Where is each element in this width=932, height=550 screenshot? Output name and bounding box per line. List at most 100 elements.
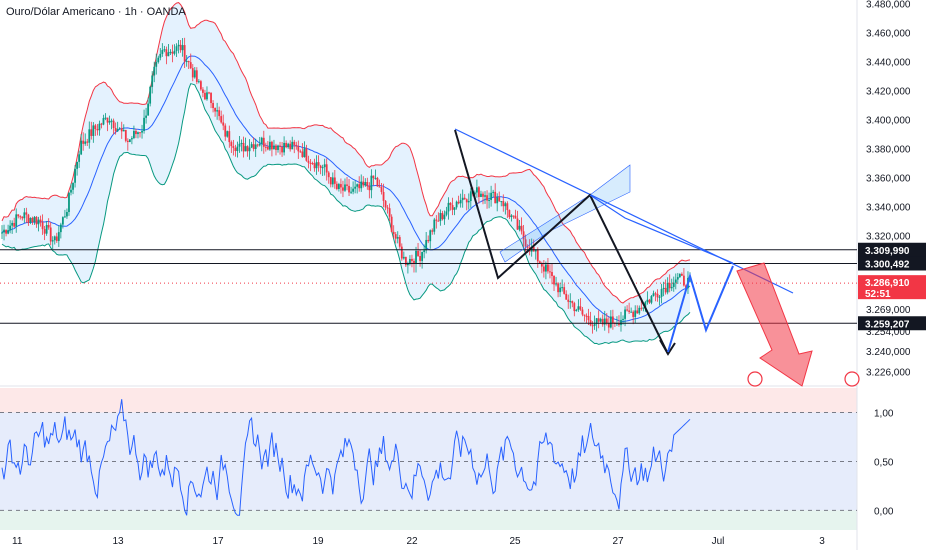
candle-body (171, 51, 174, 54)
candle-body (25, 212, 28, 215)
candle-body (402, 256, 405, 259)
candle-body (43, 229, 46, 234)
candle-body (327, 172, 330, 178)
candle-body (325, 164, 328, 173)
candle-body (429, 230, 432, 242)
candle-body (70, 189, 72, 193)
candle-body (165, 49, 168, 57)
candle-body (595, 318, 598, 325)
candle-body (636, 310, 639, 314)
candle-body (340, 184, 342, 188)
axes: 3.480,000 3.460,000 3.440,000 3.420,000 3.40… (12, 0, 911, 547)
price-tick-label: 3.440,000 (866, 58, 911, 69)
candle-body (352, 188, 355, 192)
candle-body (463, 197, 466, 200)
candle-body (392, 231, 395, 235)
candle-body (13, 222, 16, 227)
candle-body (303, 148, 306, 158)
candle-body (449, 202, 452, 206)
candle-body (469, 191, 472, 202)
candle-body (569, 301, 572, 303)
candle-body (130, 138, 133, 140)
candle-body (563, 287, 566, 294)
candle-body (122, 129, 125, 132)
candle-body (555, 283, 557, 285)
candle-body (473, 192, 476, 195)
candle-body (618, 323, 620, 326)
candle-body (591, 325, 594, 327)
candle-body (120, 128, 123, 132)
candle-body (202, 89, 204, 93)
candle-body (620, 319, 622, 326)
candle-body (100, 123, 103, 125)
candle-body (179, 44, 182, 51)
candle-body (646, 299, 649, 303)
candle-body (455, 201, 458, 208)
candle-body (260, 137, 263, 144)
candle-body (317, 162, 320, 166)
candle-body (175, 46, 178, 51)
candle-body (459, 200, 462, 204)
candle-body (557, 283, 559, 293)
candle-body (500, 201, 503, 203)
candle-body (143, 117, 145, 131)
candle-body (350, 191, 352, 193)
candle-body (411, 258, 413, 261)
candle-body (80, 140, 83, 155)
candle-body (486, 195, 488, 201)
candle-body (374, 177, 377, 179)
candle-body (15, 214, 18, 227)
candle-body (453, 207, 456, 210)
candle-body (204, 92, 206, 100)
candle-body (321, 167, 324, 169)
candle-body (658, 296, 661, 298)
current-price-tag (858, 275, 926, 300)
candle-body (508, 210, 511, 218)
candle-body (530, 246, 533, 252)
candle-body (7, 230, 9, 234)
candle-body (287, 143, 290, 148)
candle-body (224, 125, 227, 137)
candle-body (33, 216, 36, 222)
candle-body (611, 316, 614, 323)
candle-body (273, 145, 275, 150)
band-basis (1, 55, 691, 323)
candle-body (64, 216, 66, 218)
candle-body (3, 229, 5, 233)
candle-body (356, 184, 359, 187)
candle-body (664, 287, 667, 293)
candle-body (283, 142, 286, 153)
candle-body (516, 218, 519, 230)
candle-body (74, 168, 76, 183)
candle-body (31, 217, 34, 222)
candle-body (431, 230, 434, 232)
oscillator-tick-label: 1,00 (874, 408, 894, 419)
candle-body (128, 139, 131, 142)
candle-body (567, 299, 570, 302)
oversold-zone (0, 510, 857, 530)
candle-body (187, 61, 190, 63)
candle-body (88, 129, 91, 143)
candle-body (256, 144, 259, 146)
candle-body (398, 237, 401, 247)
candle-body (335, 183, 338, 189)
candle-body (443, 214, 446, 220)
candle-body (366, 182, 369, 187)
level-label: 3.300,492 (865, 259, 910, 270)
candle-body (240, 142, 243, 144)
price-tick-label: 3.400,000 (866, 115, 911, 126)
candle-body (218, 110, 221, 117)
candle-body (206, 92, 208, 100)
candle-body (78, 154, 81, 162)
candle-body (163, 49, 166, 51)
candle-body (242, 142, 245, 152)
candle-body (106, 117, 109, 123)
candle-body (388, 208, 391, 217)
candle-body (27, 214, 30, 223)
candle-body (571, 301, 574, 304)
level-tag (858, 256, 926, 271)
candle-body (433, 219, 436, 232)
candle-body (167, 52, 170, 57)
oscillator-tick-label: 0,00 (874, 506, 894, 517)
